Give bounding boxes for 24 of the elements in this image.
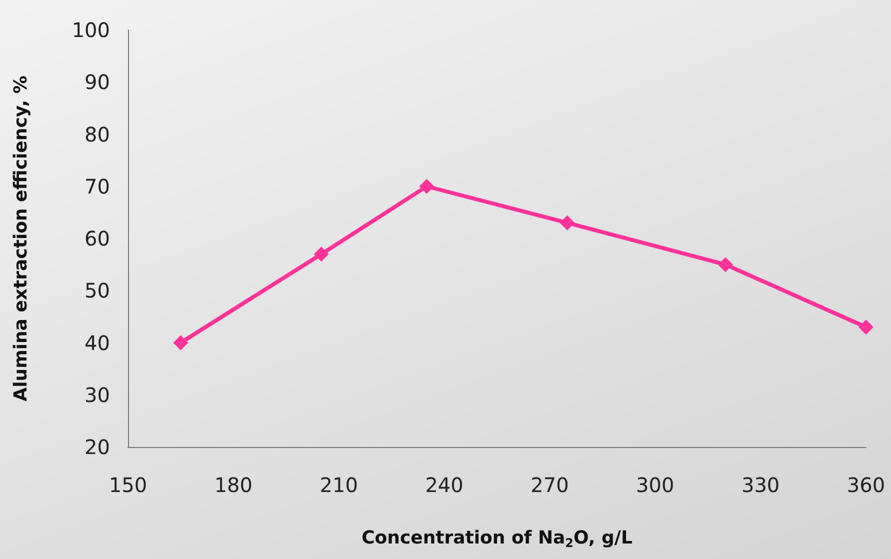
y-tick-label: 50 xyxy=(84,278,110,303)
y-tick-label: 90 xyxy=(84,70,110,94)
y-tick-label: 60 xyxy=(84,226,110,250)
x-tick-label: 300 xyxy=(636,473,674,497)
point xyxy=(173,335,188,350)
y-axis-title: Alumina extraction efficiency, % xyxy=(10,76,32,402)
x-tick-label: 150 xyxy=(108,473,148,497)
x-tick-label: 240 xyxy=(425,473,464,497)
y-tick-label: 100 xyxy=(72,18,110,42)
point xyxy=(560,215,575,230)
x-tick-label: 330 xyxy=(741,473,780,497)
point xyxy=(858,320,874,335)
point xyxy=(314,246,329,262)
y-tick-label: 80 xyxy=(84,122,110,146)
x-tick-label: 180 xyxy=(214,473,253,497)
point xyxy=(718,257,733,272)
y-tick-label: 40 xyxy=(84,330,110,355)
point xyxy=(419,178,434,194)
y-tick-label: 70 xyxy=(84,174,110,198)
x-tick-label: 270 xyxy=(530,473,569,497)
x-tick-label: 360 xyxy=(846,473,886,497)
y-tick-label: 30 xyxy=(84,382,110,407)
x-tick-label: 210 xyxy=(320,473,358,497)
y-tick-label: 20 xyxy=(84,435,110,459)
